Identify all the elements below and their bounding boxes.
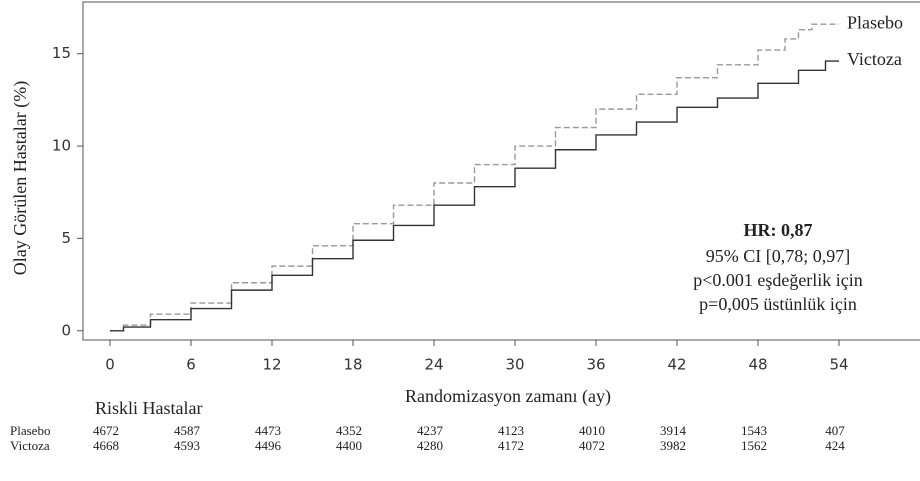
risk-value: 4172 — [498, 438, 524, 453]
x-axis-label: Randomizasyon zamanı (ay) — [405, 386, 611, 407]
plot-frame — [82, 1, 920, 341]
risk-value: 3914 — [660, 423, 687, 438]
risk-value: 4496 — [255, 438, 282, 453]
x-tick-label: 6 — [186, 356, 196, 374]
x-tick-label: 36 — [586, 356, 605, 374]
x-tick-label: 24 — [424, 356, 443, 374]
survival-line — [110, 23, 839, 332]
x-tick-label: 18 — [343, 356, 362, 374]
series-label: Victoza — [847, 49, 902, 69]
x-tick-label: 54 — [829, 356, 848, 374]
risk-value: 4593 — [174, 438, 200, 453]
risk-row-label: Plasebo — [10, 423, 50, 438]
annotation-line: 95% CI [0,78; 0,97] — [706, 246, 850, 266]
x-tick-label: 30 — [505, 356, 524, 374]
annotation-title: HR: 0,87 — [744, 220, 813, 240]
risk-value: 4352 — [336, 423, 362, 438]
y-tick-label: 10 — [52, 137, 71, 155]
x-tick-label: 42 — [667, 356, 686, 374]
risk-value: 3982 — [660, 438, 686, 453]
risk-value: 4072 — [579, 438, 605, 453]
risk-value: 4010 — [579, 423, 605, 438]
risk-value: 4400 — [336, 438, 362, 453]
risk-value: 4237 — [417, 423, 444, 438]
y-axis-label: Olay Görülen Hastalar (%) — [10, 81, 31, 275]
risk-value: 407 — [825, 423, 845, 438]
y-tick-label: 0 — [61, 321, 71, 339]
risk-row-label: Victoza — [10, 438, 50, 453]
y-tick-label: 15 — [52, 44, 71, 62]
risk-value: 4123 — [498, 423, 524, 438]
risk-value: 4473 — [255, 423, 281, 438]
x-tick-label: 0 — [105, 356, 115, 374]
risk-value: 424 — [825, 438, 845, 453]
risk-table-title: Riskli Hastalar — [95, 398, 202, 418]
risk-value: 1543 — [741, 423, 767, 438]
series-label: Plasebo — [847, 12, 903, 32]
annotation-line: p<0.001 eşdeğerlik için — [693, 270, 863, 290]
survival-line — [110, 60, 839, 332]
x-tick-label: 48 — [748, 356, 767, 374]
y-tick-label: 5 — [61, 229, 71, 247]
risk-value: 4587 — [174, 423, 201, 438]
risk-value: 4280 — [417, 438, 443, 453]
x-tick-label: 12 — [262, 356, 281, 374]
annotation-line: p=0,005 üstünlük için — [699, 294, 857, 314]
risk-value: 4668 — [93, 438, 119, 453]
risk-value: 4672 — [93, 423, 119, 438]
risk-value: 1562 — [741, 438, 767, 453]
